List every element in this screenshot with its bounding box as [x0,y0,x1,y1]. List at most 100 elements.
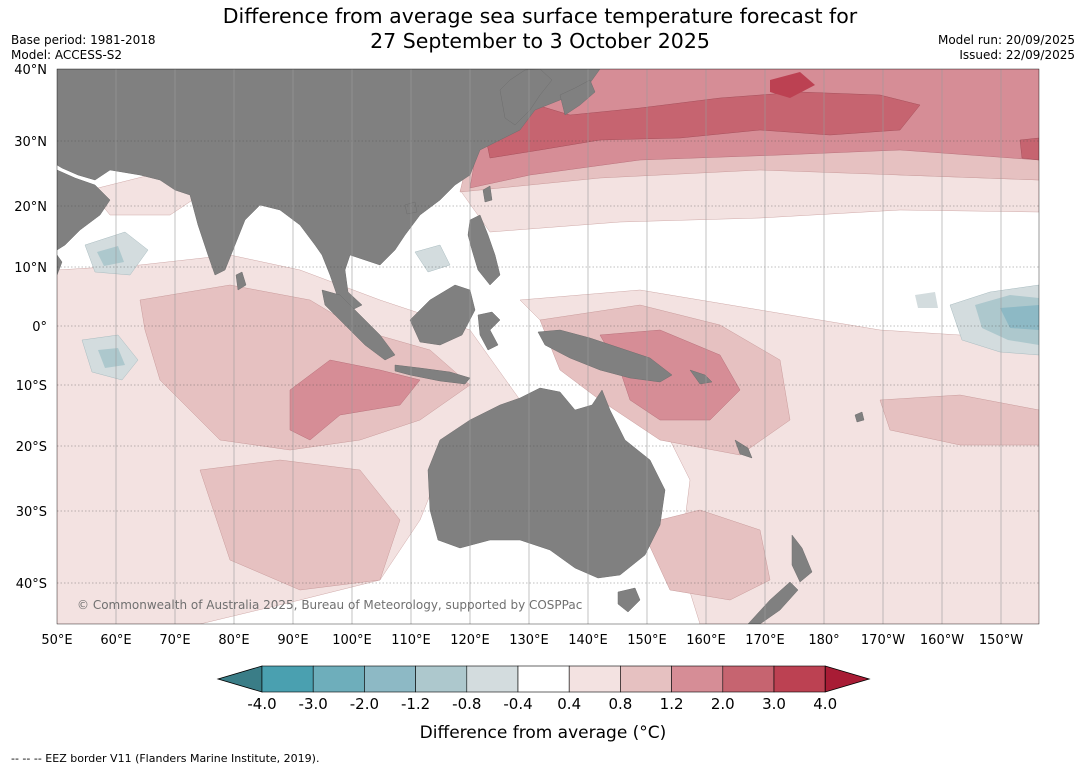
lon-labels: 50°E 60°E 70°E 80°E 90°E 100°E 110°E 120… [41,633,1023,648]
model-text: Model: ACCESS-S2 [11,48,123,62]
lon-label: 180° [808,633,839,648]
lon-label: 100°E [332,633,372,648]
lon-label: 140°E [568,633,608,648]
colorbar-tick-label: -2.0 [350,695,379,713]
colorbar-tick-label: 2.0 [711,695,735,713]
title-line-2: 27 September to 3 October 2025 [370,29,710,53]
colorbar-segment [364,665,416,693]
land-africa-horn [57,254,63,276]
lat-labels: 40°N 30°N 20°N 10°N 0° 10°S 20°S 30°S 40… [14,63,47,592]
land-solomons [689,369,713,385]
footnote: -- -- -- EEZ border V11 (Flanders Marine… [11,752,320,765]
anomaly-sumatra-warm [289,359,421,441]
colorbar-segment [773,665,826,693]
lat-label: 40°N [14,63,47,78]
cool-east-pacific-core [1000,305,1039,330]
lon-label: 130°E [509,633,549,648]
cool-south-china-sea [414,244,451,273]
colorbar-label: Difference from average (°C) [420,723,667,743]
meta-right: Model run: 20/09/2025 Issued: 22/09/2025 [938,33,1075,63]
map-frame [56,68,1040,625]
anomaly-kuroshio-hot [479,91,921,159]
colorbar-tick-label: 1.2 [660,695,684,713]
lat-label: 30°S [16,505,47,520]
land-new-zealand-south [747,581,799,624]
cool-bay-of-bengal-core [97,246,124,266]
lon-label: 70°E [159,633,190,648]
land [57,69,865,624]
lon-label: 90°E [277,633,308,648]
land-new-guinea [537,329,673,383]
lon-label: 150°W [979,633,1023,648]
colorbar-segment [466,665,519,693]
lat-label: 20°N [14,200,47,215]
lat-label: 40°S [16,577,47,592]
land-sulawesi [477,311,501,351]
meridians [115,69,1002,624]
cool-west-indian-core [98,348,125,368]
colorbar-tick-label: -0.8 [452,695,481,713]
colorbar-tick-label: -1.2 [401,695,430,713]
land-japan-islands [559,79,596,116]
chart-title: Difference from average sea surface temp… [170,4,910,54]
lat-label: 30°N [14,135,47,150]
colorbar-segment [722,665,775,693]
model-run-text: Model run: 20/09/2025 [937,33,1075,47]
copyright-text: © Commonwealth of Australia 2025, Bureau… [77,598,582,612]
colorbar-tick-label: -0.4 [503,695,532,713]
colorbar-tick-label: 0.8 [608,695,632,713]
base-period-text: Base period: 1981-2018 [11,33,156,47]
lon-label: 160°W [920,633,964,648]
land-sumatra [321,289,396,361]
lon-label: 80°E [218,633,249,648]
colorbar-segment [261,665,314,693]
colorbar-segment [517,665,570,693]
land-korea-japan [499,69,553,126]
issued-text: Issued: 22/09/2025 [959,48,1075,62]
title-line-1: Difference from average sea surface temp… [222,4,858,28]
colorbar-extend-low [216,665,263,693]
land-sri-lanka [235,271,247,291]
colorbar-tick-label: 0.4 [557,695,581,713]
land-fiji [854,411,865,423]
land-tasmania [617,587,641,613]
lon-label: 170°E [745,633,785,648]
colorbar-tick-label: 3.0 [762,695,786,713]
land-asia [57,69,601,311]
anomaly-east-north-pacific-hot [1019,137,1039,161]
colorbar-segment [671,665,724,693]
land-new-zealand-north [791,534,813,583]
sst-map: © Commonwealth of Australia 2025, Bureau… [14,63,1040,648]
colorbar-segment [620,665,672,693]
lat-label: 10°N [14,261,47,276]
lon-label: 160°E [686,633,726,648]
colorbar-tick-labels: -4.0 -3.0 -2.0 -1.2 -0.8 -0.4 0.4 0.8 1.2 2.0 3.0 4… [247,695,837,713]
anomaly-central-pacific-patch [879,394,1039,446]
colorbar-segment [415,665,468,693]
land-arabia [57,169,111,251]
colorbar-segment [312,665,365,693]
lon-label: 110°E [391,633,431,648]
colorbar-tick-label: 4.0 [813,695,837,713]
lat-label: 0° [32,320,47,335]
colorbar-segments [216,665,871,693]
map-plot-area: © Commonwealth of Australia 2025, Bureau… [57,69,1039,624]
graticule [57,140,1039,584]
colorbar-extend-high [824,665,871,693]
colorbar-tick-label: -4.0 [247,695,276,713]
meta-left: Base period: 1981-2018 Model: ACCESS-S2 [11,33,156,63]
lon-label: 120°E [450,633,490,648]
colorbar-tick-label: -3.0 [299,695,328,713]
land-taiwan [482,185,493,203]
lon-label: 60°E [100,633,131,648]
cool-central-pacific [915,292,938,308]
anomaly-sw-indian-patch [199,459,401,591]
land-java [394,364,471,385]
land-borneo [409,284,476,346]
lon-label: 150°E [627,633,667,648]
colorbar-segment [568,665,621,693]
lat-label: 10°S [16,379,47,394]
lat-label: 20°S [16,440,47,455]
land-new-caledonia [734,439,753,459]
lon-label: 170°W [861,633,905,648]
